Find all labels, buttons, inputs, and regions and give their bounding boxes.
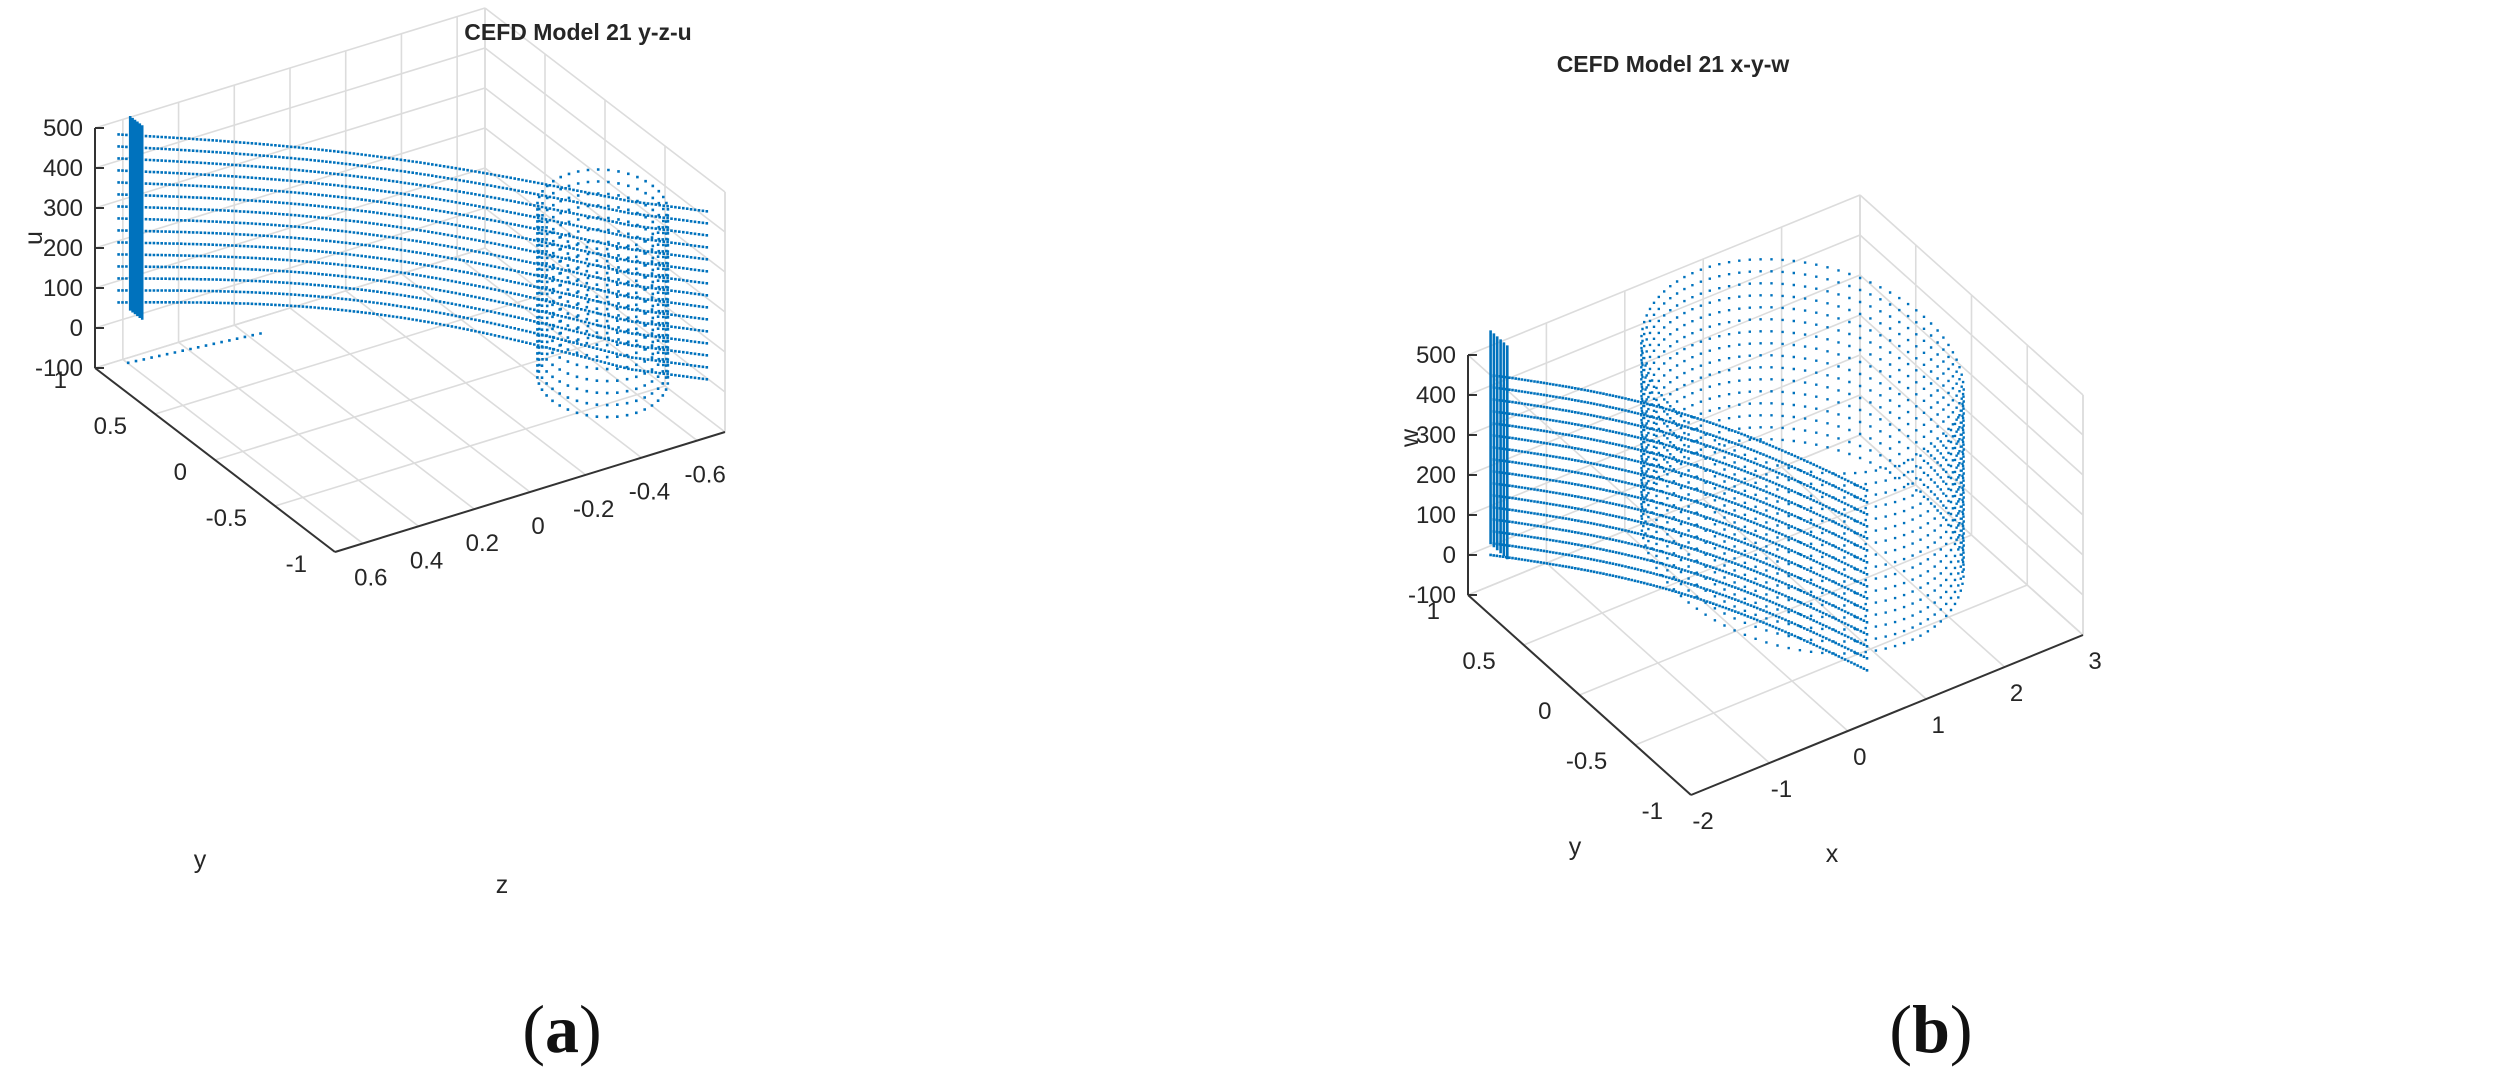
chart-b-plot: CEFD Model 21 x-y-w w y x (b) 5004003002…	[1396, 51, 2102, 1067]
chart-a-points	[117, 116, 709, 419]
y-tick-label: 0	[1538, 698, 1551, 725]
grid-line	[214, 339, 606, 461]
w-tick-label: 100	[1416, 502, 1456, 529]
x-axis	[1690, 634, 2084, 796]
grid-line	[1467, 274, 1861, 436]
chart-a-title: CEFD Model 21 y-z-u	[464, 19, 691, 45]
grid-line	[1634, 584, 2028, 746]
chart-b-title: CEFD Model 21 x-y-w	[1557, 51, 1790, 77]
u-tick-label: -100	[35, 355, 83, 382]
data-points-series	[1489, 258, 1965, 672]
chart-b-points	[1489, 258, 1965, 672]
caption-a: (a)	[522, 991, 601, 1067]
y-tick-label: -1	[286, 551, 307, 578]
chart-b-y-label: y	[1569, 833, 1582, 861]
y-tick-label: -0.5	[1566, 748, 1607, 775]
y-tick-label: 0	[174, 459, 187, 486]
chart-a-labels: CEFD Model 21 y-z-u u y z (a) 500 400 300 2…	[20, 19, 726, 1067]
u-tick-label: 200	[43, 235, 83, 262]
u-tick-label: 400	[43, 155, 83, 182]
u-tick-label: 100	[43, 275, 83, 302]
chart-b-labels: CEFD Model 21 x-y-w w y x (b) 5004003002…	[1396, 51, 2102, 1067]
y-tick-label: -0.5	[206, 505, 247, 532]
w-tick-label: 0	[1443, 542, 1456, 569]
y-tick-label: -1	[1642, 798, 1663, 825]
chart-a-plot: CEFD Model 21 y-z-u u y z (a) 500 400 300 2…	[20, 7, 726, 1067]
z-tick-label: -0.6	[684, 462, 725, 489]
u-tick-label: 500	[43, 115, 83, 142]
chart-panel-b: CEFD Model 21 x-y-w w y x (b) 500 400 300 2…	[1253, 0, 2506, 1087]
chart-a-u-label: u	[20, 231, 48, 245]
x-tick-label: 1	[1932, 712, 1945, 739]
caption-b-letter: b	[1912, 991, 1950, 1067]
y-tick-label: 0.5	[1462, 648, 1495, 675]
grid-line	[1523, 484, 1917, 646]
x-tick-label: -1	[1771, 776, 1792, 803]
y-tick-label: 0.5	[94, 413, 127, 440]
z-tick-label: 0.2	[466, 530, 499, 557]
chart-b-w-label: w	[1396, 428, 1424, 448]
x-tick-label: 2	[2010, 680, 2023, 707]
caption-b: (b)	[1889, 991, 1972, 1067]
u-tick-label: 0	[70, 315, 83, 342]
chart-a-y-label: y	[194, 846, 207, 874]
y-tick-label: 1	[54, 367, 67, 394]
grid-line	[154, 293, 546, 415]
grid-line	[1467, 194, 1861, 356]
z-tick-label: -0.2	[573, 496, 614, 523]
chart-panel-a: CEFD Model 21 y-z-u u y z (a) 500 400 300 2…	[20, 7, 726, 1067]
y-axis	[94, 367, 336, 553]
z-tick-label: 0	[531, 513, 544, 540]
caption-a-letter: a	[545, 991, 579, 1067]
x-tick-label: 3	[2088, 648, 2101, 675]
chart-b-x-label: x	[1826, 840, 1839, 868]
w-tick-label: 400	[1416, 382, 1456, 409]
data-points-series	[117, 116, 709, 419]
w-tick-label: -100	[1408, 582, 1456, 609]
w-tick-label: 200	[1416, 462, 1456, 489]
u-tick-label: 300	[43, 195, 83, 222]
z-axis	[334, 431, 726, 553]
z-tick-label: -0.4	[629, 479, 670, 506]
chart-a-z-label: z	[496, 871, 509, 899]
y-tick-label: 1	[1427, 598, 1440, 625]
grid-line	[1467, 314, 1861, 476]
w-tick-label: 300	[1416, 422, 1456, 449]
grid-line	[274, 385, 666, 507]
x-tick-label: 0	[1853, 744, 1866, 771]
y-axis	[1467, 594, 1692, 796]
grid-line	[1467, 394, 1861, 556]
z-tick-label: 0.4	[410, 547, 443, 574]
w-tick-label: 500	[1416, 342, 1456, 369]
x-tick-label: -2	[1692, 808, 1713, 835]
z-tick-label: 0.6	[354, 564, 387, 591]
grid-line	[94, 247, 486, 369]
